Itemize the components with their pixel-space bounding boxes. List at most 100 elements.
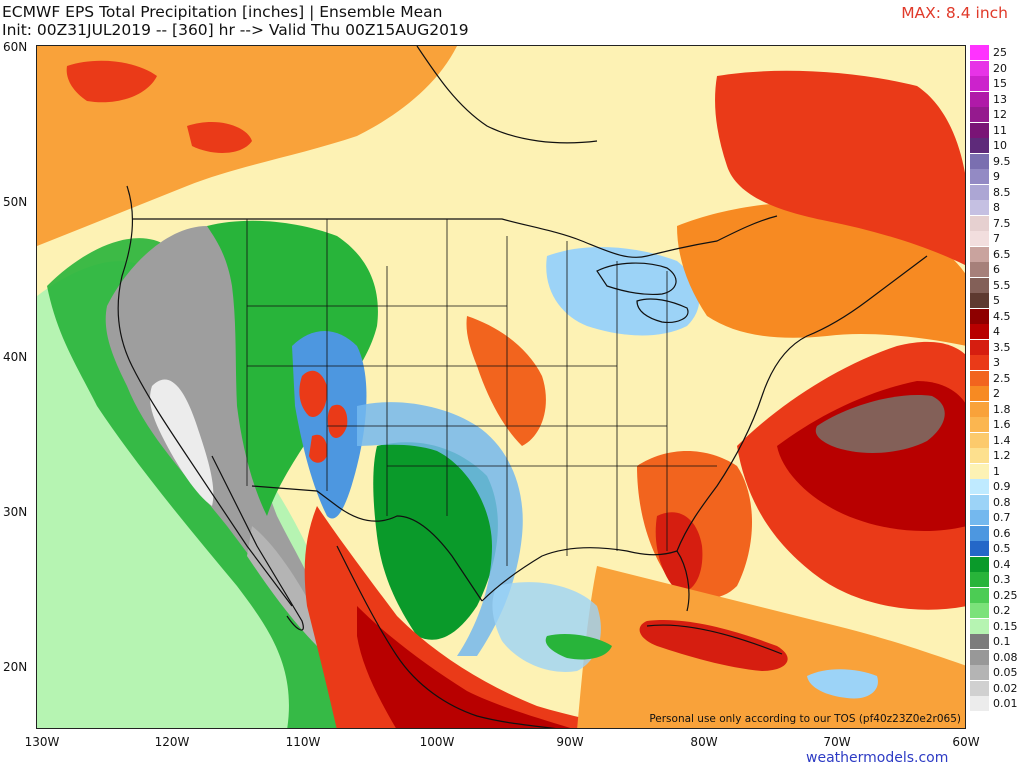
legend-entry: 0.5 [970, 541, 1024, 556]
legend-entry: 0.4 [970, 556, 1024, 572]
legend-swatch [970, 386, 989, 401]
legend-swatch [970, 184, 989, 200]
lat-label-40n: 40N [3, 350, 28, 364]
legend-label: 5 [993, 294, 1000, 307]
legend-swatch [970, 169, 989, 184]
legend-label: 0.7 [993, 511, 1011, 524]
legend-label: 25 [993, 46, 1007, 59]
yucatan-green-region [545, 634, 612, 660]
legend-entry: 0.6 [970, 525, 1024, 541]
legend-swatch [970, 293, 989, 308]
legend-label: 0.2 [993, 604, 1011, 617]
legend-label: 8 [993, 201, 1000, 214]
legend-swatch [970, 308, 989, 324]
legend-swatch [970, 541, 989, 556]
atlantic-brown-max [815, 395, 945, 453]
legend-swatch [970, 324, 989, 339]
legend-label: 0.15 [993, 619, 1018, 633]
legend-entry: 10 [970, 138, 1024, 153]
legend-label: 0.6 [993, 526, 1011, 540]
legend-entry: 0.08 [970, 649, 1024, 665]
legend-entry: 8 [970, 200, 1024, 215]
legend-entry: 1 [970, 463, 1024, 479]
state-lines [246, 219, 717, 566]
legend-swatch [970, 696, 989, 711]
legend-entry: 4.5 [970, 308, 1024, 324]
east-coastline [676, 255, 928, 552]
legend-label: 0.05 [993, 666, 1018, 679]
lat-label-20n: 20N [3, 660, 28, 674]
legend-entry: 2 [970, 386, 1024, 401]
legend-label: 1.8 [993, 402, 1011, 416]
legend-entry: 5.5 [970, 277, 1024, 293]
map-outlines [117, 46, 928, 728]
legend-entry: 11 [970, 122, 1024, 138]
legend-label: 0.5 [993, 542, 1011, 555]
legend-label: 1.6 [993, 418, 1011, 431]
northwest-green-region [207, 220, 378, 516]
lat-label-60n: 60N [3, 40, 28, 54]
legend-entry: 0.05 [970, 665, 1024, 680]
us-mexico-border [251, 485, 483, 602]
legend-label: 8.5 [993, 185, 1011, 199]
legend-swatch [970, 60, 989, 76]
legend-label: 1.2 [993, 449, 1011, 462]
legend-label: 0.02 [993, 681, 1018, 695]
legend-entry: 25 [970, 45, 1024, 60]
legend-entry: 7 [970, 231, 1024, 246]
legend-swatch [970, 665, 989, 680]
legend-entry: 0.9 [970, 479, 1024, 494]
legend-label: 7 [993, 232, 1000, 245]
rockies-red-spots [299, 370, 348, 463]
legend-swatch [970, 618, 989, 634]
legend-entry: 0.7 [970, 510, 1024, 525]
mexico-darkred-region [357, 606, 571, 728]
legend-entry: 12 [970, 107, 1024, 122]
legend-swatch [970, 370, 989, 386]
west-dry-gray-region [105, 226, 328, 646]
legend-swatch [970, 76, 989, 91]
lon-label-90w: 90W [556, 735, 584, 749]
legend-swatch [970, 138, 989, 153]
legend-swatch [970, 463, 989, 479]
legend-label: 0.01 [993, 697, 1018, 710]
great-lakes-outline [596, 262, 689, 323]
legend-entry: 15 [970, 76, 1024, 91]
legend-entry: 20 [970, 60, 1024, 76]
west-coastline [117, 185, 293, 607]
legend-swatch [970, 448, 989, 463]
chart-title: ECMWF EPS Total Precipitation [inches] |… [2, 3, 443, 21]
legend-entry: 9.5 [970, 153, 1024, 169]
west-white-dry-core [150, 379, 214, 506]
lon-label-120w: 120W [154, 735, 190, 749]
legend-swatch [970, 91, 989, 107]
legend-swatch [970, 401, 989, 417]
lon-label-70w: 70W [823, 735, 851, 749]
legend-swatch [970, 122, 989, 138]
legend-entry: 3.5 [970, 339, 1024, 355]
legend-label: 6 [993, 263, 1000, 276]
lat-label-30n: 30N [3, 505, 28, 519]
max-label: MAX: 8.4 inch [901, 4, 1008, 22]
legend-swatch [970, 262, 989, 277]
legend-entry: 6 [970, 262, 1024, 277]
legend-entry: 13 [970, 91, 1024, 107]
tos-note: Personal use only according to our TOS (… [649, 713, 961, 725]
lon-label-80w: 80W [690, 735, 718, 749]
legend-swatch [970, 339, 989, 355]
legend-label: 11 [993, 123, 1007, 137]
texas-blue-fringe [357, 402, 523, 656]
lon-label-130w: 130W [24, 735, 60, 749]
legend-swatch [970, 479, 989, 494]
legend-entry: 0.8 [970, 494, 1024, 510]
cuba-outline [646, 624, 783, 655]
precip-legend: 25 20 15 13 12 11 10 9.5 9 8.5 8 7.5 7 6.5 6 5.5 5 4.5 4 3.… [970, 45, 1024, 713]
legend-entry: 8.5 [970, 184, 1024, 200]
legend-swatch [970, 231, 989, 246]
legend-label: 10 [993, 139, 1007, 152]
legend-label: 5.5 [993, 278, 1011, 292]
legend-entry: 6.5 [970, 246, 1024, 262]
legend-entry: 0.02 [970, 680, 1024, 696]
site-credit-link[interactable]: weathermodels.com [806, 750, 949, 766]
legend-entry: 1.8 [970, 401, 1024, 417]
